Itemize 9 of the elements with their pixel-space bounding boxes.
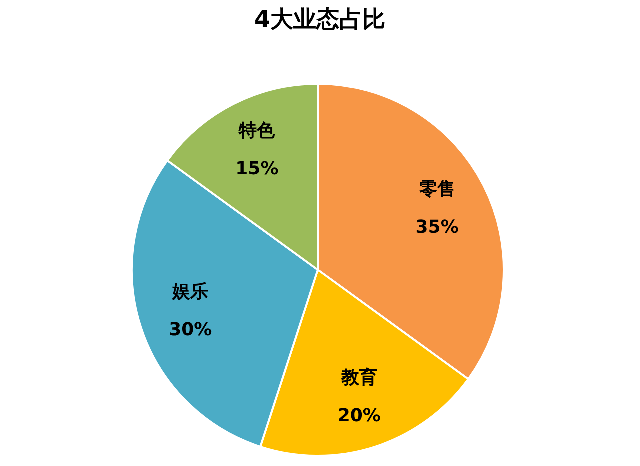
slice-label: 娱乐: [172, 281, 209, 302]
data-label: 35%: [416, 217, 459, 238]
data-label: 20%: [338, 405, 381, 426]
slice-label: 教育: [340, 366, 378, 388]
data-label: 30%: [169, 319, 212, 340]
chart-title: 4大业态占比: [254, 7, 386, 33]
slice-label: 零售: [419, 179, 456, 200]
slice-label: 特色: [238, 120, 276, 142]
data-label: 15%: [236, 158, 279, 180]
